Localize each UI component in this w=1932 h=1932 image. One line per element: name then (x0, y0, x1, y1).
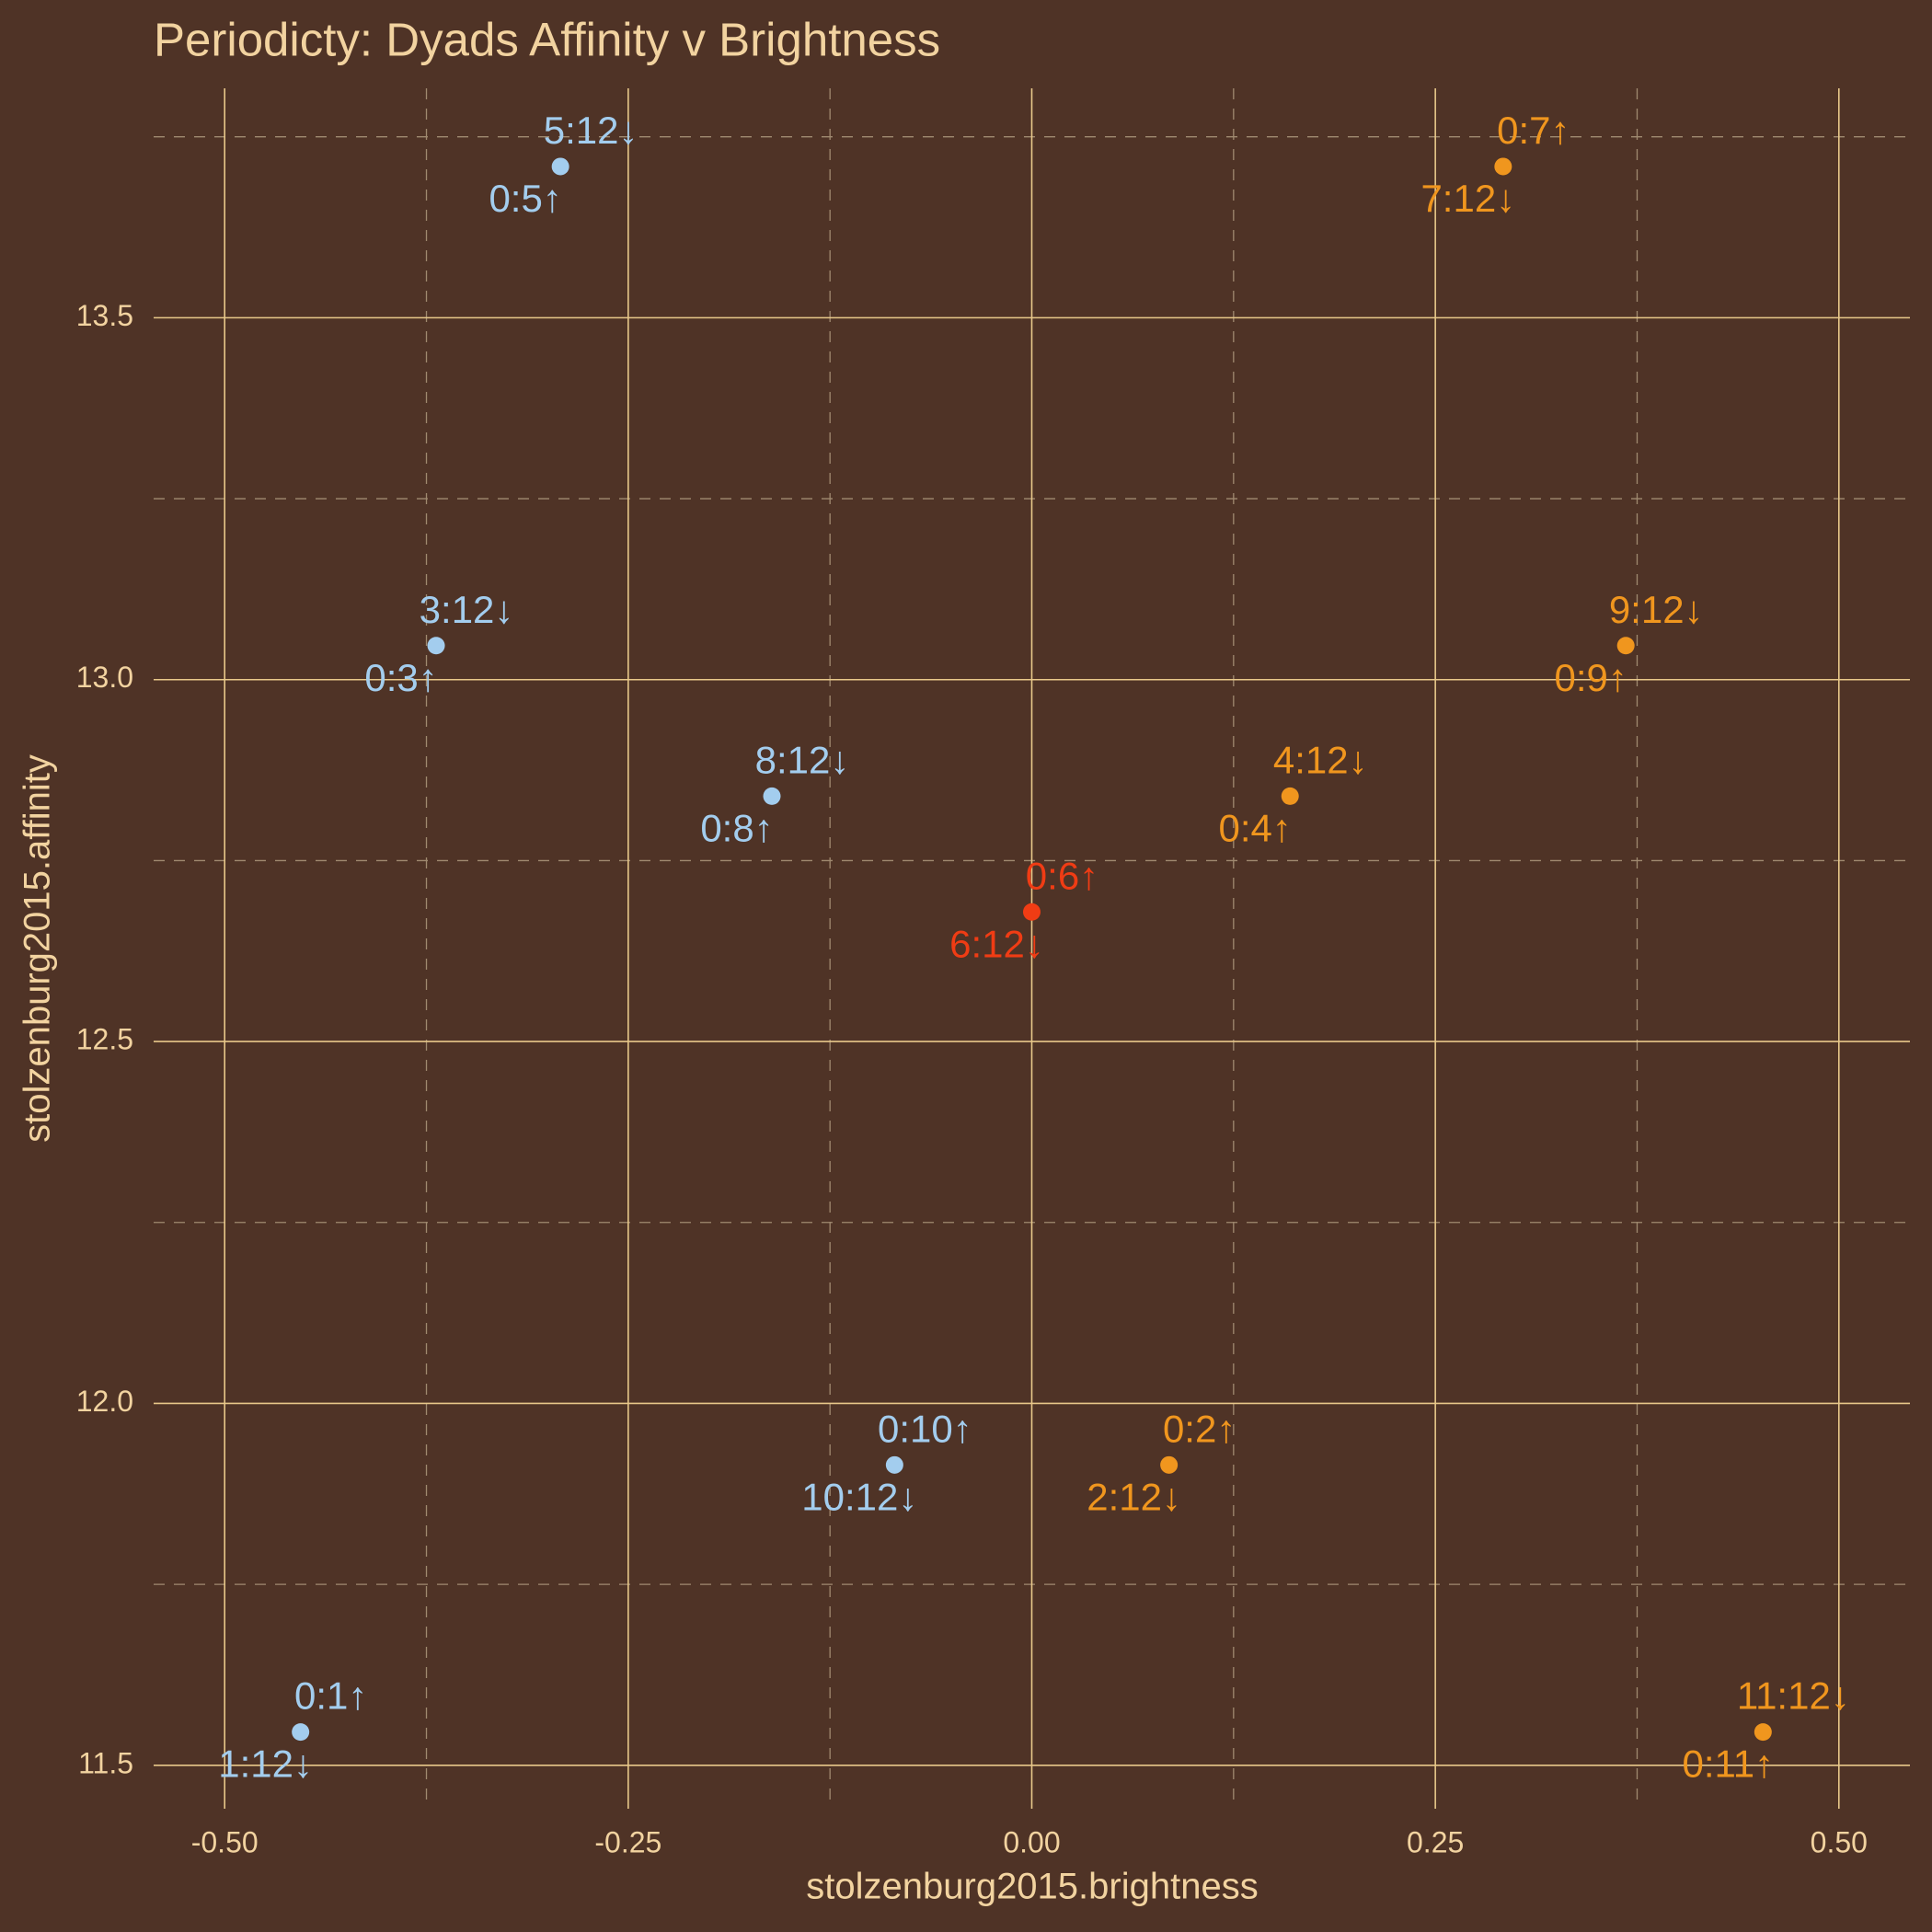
point-label: 0:10↑ (878, 1407, 972, 1450)
point-label: 2:12↓ (1087, 1475, 1181, 1518)
point (1754, 1723, 1772, 1742)
point-label: 0:5↑ (489, 177, 561, 220)
point-label: 1:12↓ (218, 1742, 313, 1786)
y-tick-label: 12.5 (76, 1023, 133, 1056)
y-tick-label: 12.0 (76, 1385, 133, 1418)
y-tick-label: 13.0 (76, 661, 133, 694)
point (292, 1723, 310, 1742)
point-label: 0:3↑ (364, 656, 437, 699)
point (551, 157, 569, 176)
point-label: 5:12↓ (544, 109, 638, 152)
point-label: 0:11↑ (1683, 1742, 1775, 1786)
x-axis-title: stolzenburg2015.brightness (806, 1867, 1258, 1907)
y-axis-title: stolzenburg2015.affinity (17, 754, 58, 1143)
x-tick-label: 0.25 (1407, 1825, 1464, 1858)
point (763, 787, 781, 805)
point (885, 1455, 903, 1474)
x-tick-label: 0.00 (1003, 1825, 1060, 1858)
x-tick-label: -0.25 (594, 1825, 661, 1858)
point (1023, 903, 1041, 921)
x-tick-label: 0.50 (1811, 1825, 1868, 1858)
point (427, 637, 445, 655)
point-label: 10:12↓ (801, 1475, 917, 1518)
point-label: 0:6↑ (1026, 854, 1098, 897)
point-label: 0:1↑ (294, 1674, 367, 1718)
point-label: 7:12↓ (1420, 177, 1515, 220)
point-label: 3:12↓ (420, 588, 514, 631)
x-tick-label: -0.50 (191, 1825, 259, 1858)
point-label: 4:12↓ (1273, 738, 1368, 781)
point (1616, 637, 1635, 655)
point-label: 9:12↓ (1609, 588, 1704, 631)
point-label: 0:8↑ (700, 806, 773, 849)
point-label: 0:7↑ (1497, 109, 1570, 152)
point-label: 0:4↑ (1219, 806, 1292, 849)
point-label: 0:2↑ (1163, 1407, 1236, 1450)
point (1281, 787, 1299, 805)
point (1160, 1455, 1179, 1474)
chart-title: Periodicty: Dyads Affinity v Brightness (154, 13, 940, 65)
y-tick-label: 13.5 (76, 299, 133, 332)
point-label: 0:9↑ (1554, 656, 1627, 699)
point-label: 11:12↓ (1737, 1674, 1850, 1718)
y-tick-label: 11.5 (78, 1746, 133, 1779)
point-label: 8:12↓ (755, 738, 850, 781)
point (1494, 157, 1512, 176)
point-label: 6:12↓ (949, 922, 1044, 965)
